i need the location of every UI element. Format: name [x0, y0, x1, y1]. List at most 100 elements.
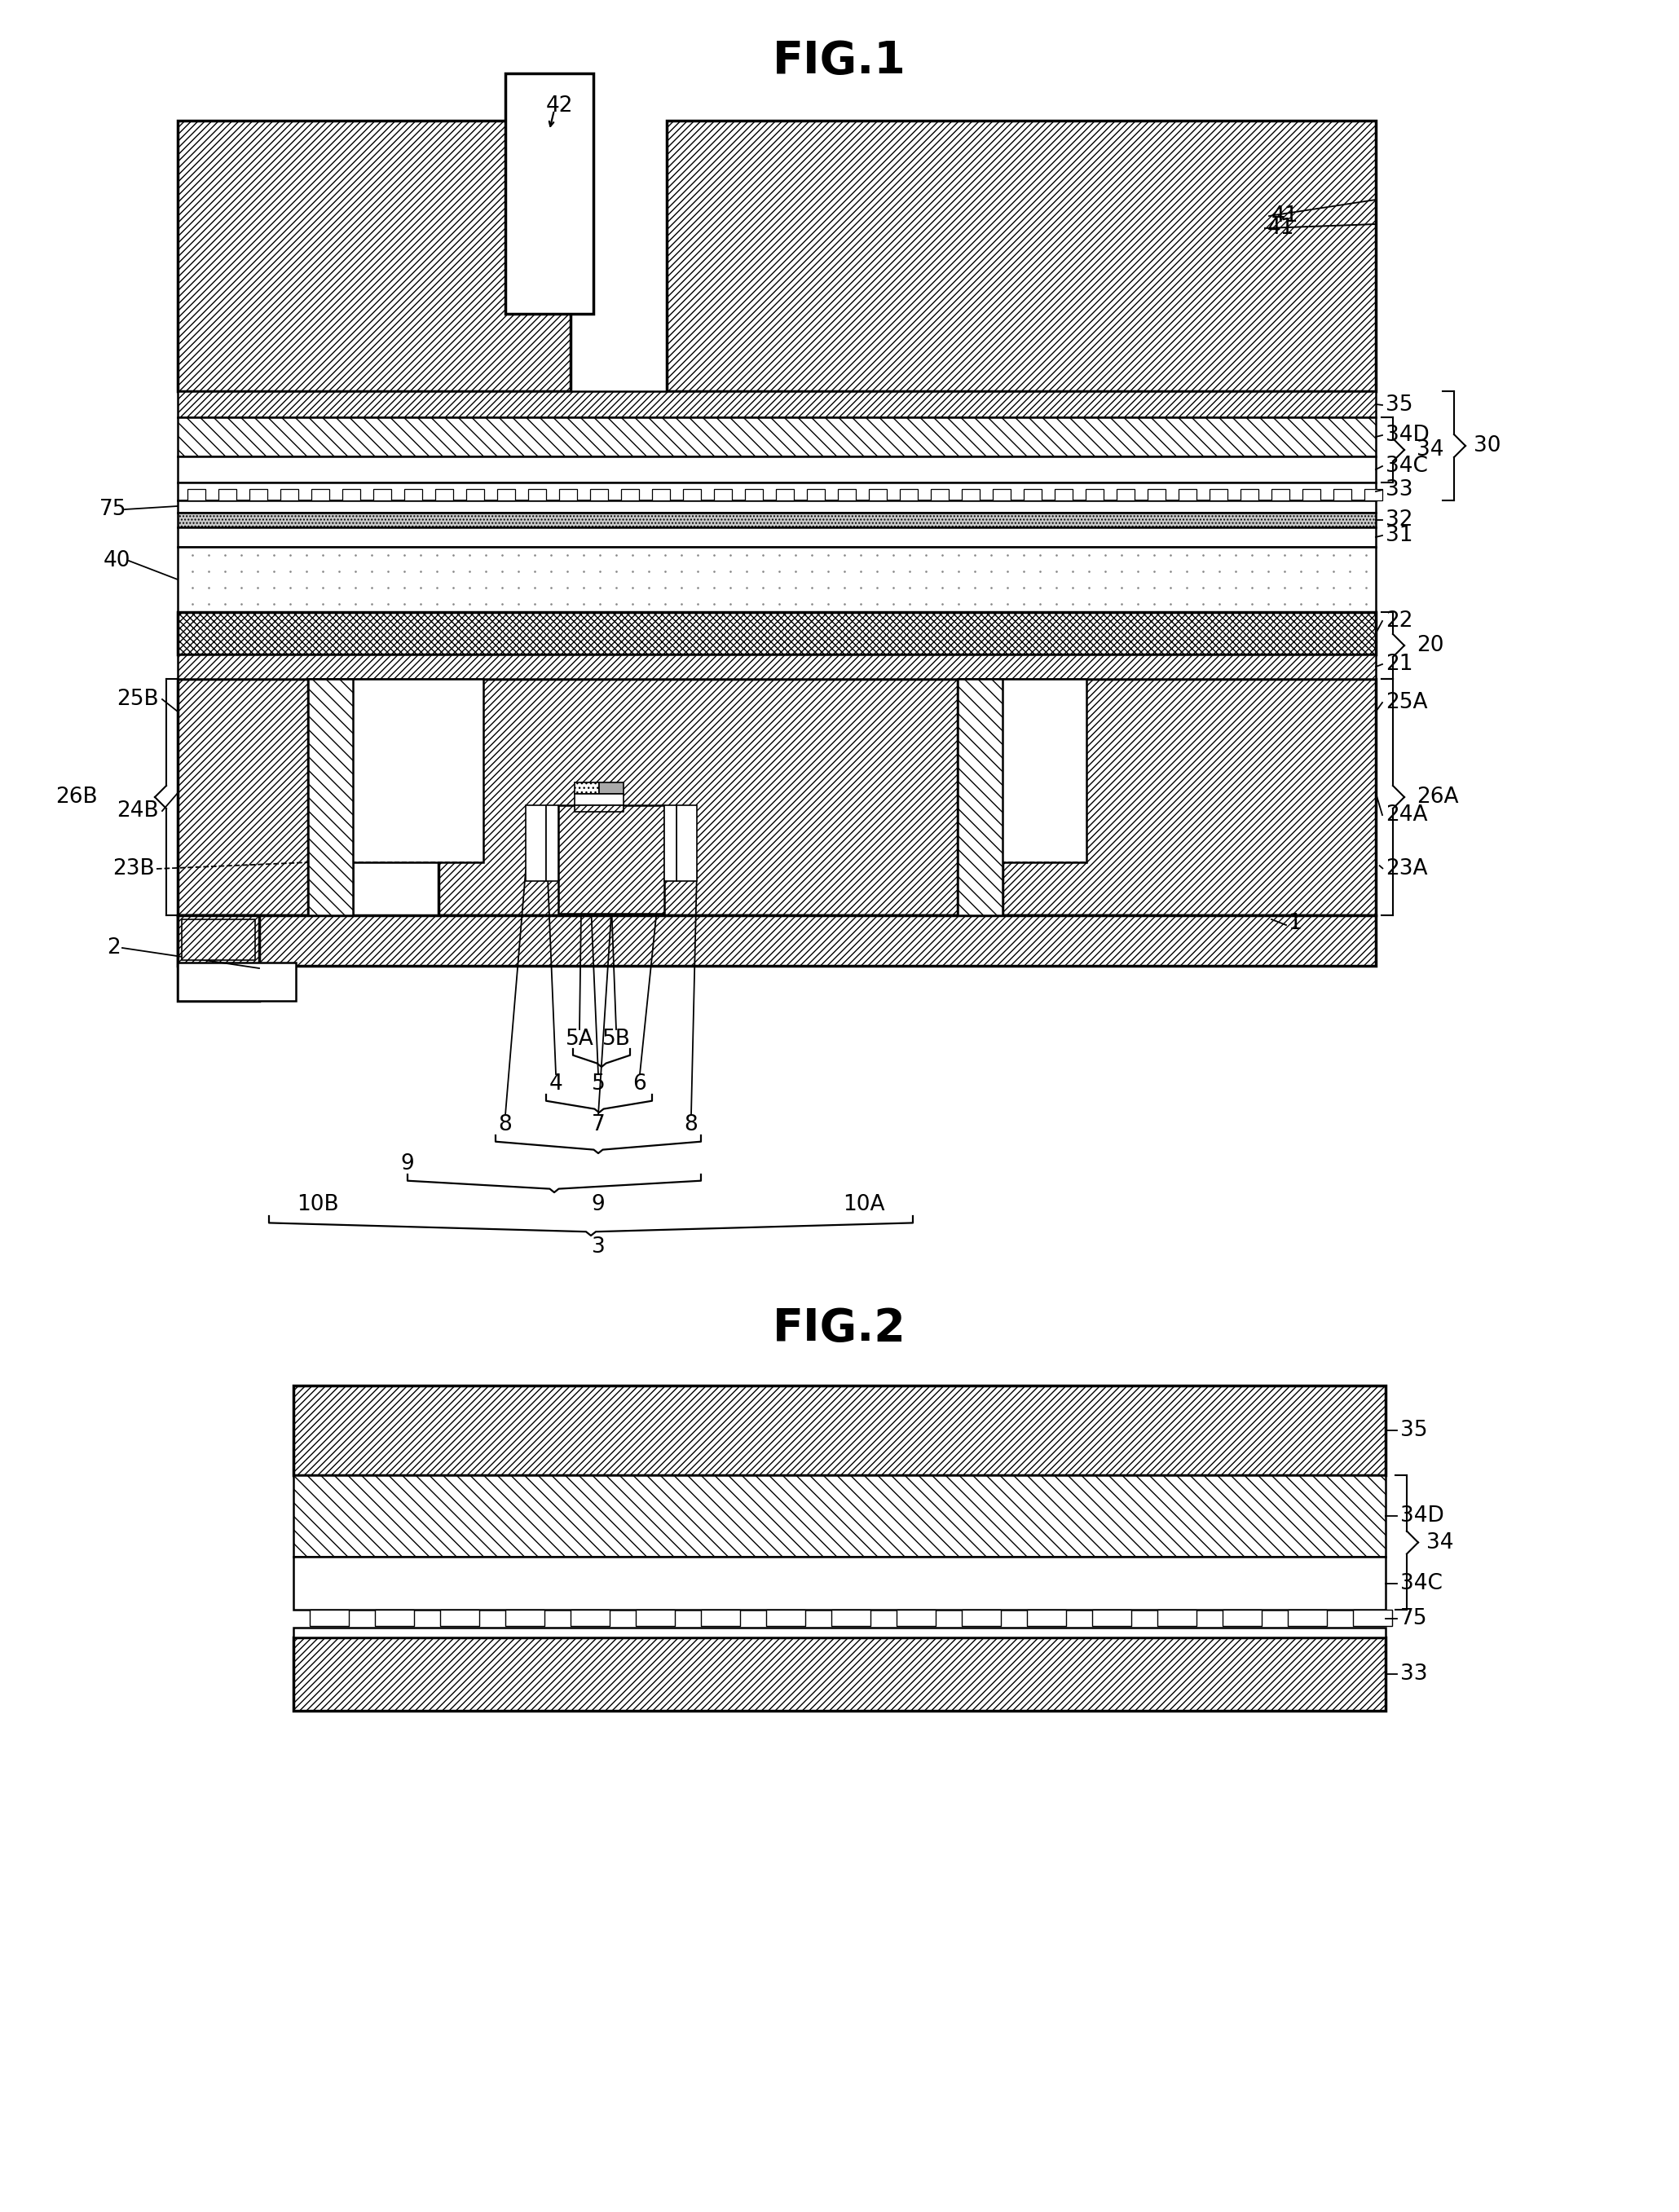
Bar: [962, 1610, 1001, 1626]
Bar: [838, 489, 856, 500]
Bar: [307, 679, 353, 916]
Text: 34D: 34D: [1400, 1506, 1444, 1526]
Bar: [665, 805, 677, 880]
Bar: [831, 1610, 870, 1626]
Text: 41: 41: [1271, 206, 1300, 226]
Text: 33: 33: [1400, 1663, 1427, 1686]
Bar: [435, 489, 453, 500]
Bar: [1222, 1610, 1261, 1626]
Text: 20: 20: [1417, 635, 1444, 657]
Bar: [178, 418, 1375, 456]
Bar: [178, 526, 1375, 546]
Bar: [178, 546, 1375, 613]
Text: FIG.2: FIG.2: [772, 1307, 907, 1352]
Text: 35: 35: [1400, 1420, 1427, 1440]
Text: 9: 9: [591, 1194, 604, 1214]
Text: 4: 4: [549, 1073, 562, 1095]
Text: 30: 30: [1474, 436, 1501, 456]
Text: 34: 34: [1427, 1533, 1454, 1553]
Bar: [1303, 489, 1320, 500]
Bar: [571, 1610, 609, 1626]
Bar: [1086, 489, 1103, 500]
Bar: [294, 1628, 1385, 1637]
Text: 1: 1: [1288, 914, 1301, 933]
Bar: [546, 805, 559, 880]
Bar: [294, 1385, 1385, 1475]
Bar: [808, 489, 824, 500]
Bar: [307, 679, 353, 916]
Bar: [667, 122, 1375, 392]
Bar: [1002, 679, 1375, 916]
Text: 9: 9: [401, 1152, 415, 1175]
Bar: [897, 1610, 935, 1626]
Bar: [1365, 489, 1382, 500]
Text: 23A: 23A: [1385, 858, 1427, 880]
Text: 5B: 5B: [603, 1029, 630, 1051]
Text: 24A: 24A: [1385, 805, 1427, 825]
Bar: [559, 489, 578, 500]
Text: 34C: 34C: [1385, 456, 1427, 478]
Bar: [589, 489, 608, 500]
Bar: [218, 489, 237, 500]
Text: 41: 41: [1268, 217, 1295, 239]
Text: 31: 31: [1385, 524, 1414, 546]
Bar: [188, 489, 205, 500]
Bar: [900, 489, 918, 500]
Bar: [677, 805, 697, 880]
Text: 6: 6: [633, 1073, 646, 1095]
Bar: [280, 489, 299, 500]
Bar: [178, 962, 296, 1000]
Bar: [1209, 489, 1227, 500]
Text: 22: 22: [1385, 611, 1414, 633]
Bar: [307, 679, 484, 863]
Bar: [559, 805, 665, 914]
Bar: [599, 783, 623, 794]
Text: 5A: 5A: [566, 1029, 594, 1051]
Bar: [178, 655, 1375, 679]
Bar: [957, 679, 1086, 863]
Bar: [1288, 1610, 1326, 1626]
Bar: [497, 489, 515, 500]
Text: 35: 35: [1385, 394, 1414, 416]
Bar: [745, 489, 762, 500]
Text: 26A: 26A: [1417, 787, 1459, 807]
Bar: [178, 456, 1375, 482]
Bar: [178, 500, 1375, 513]
Bar: [868, 489, 887, 500]
Bar: [181, 920, 255, 960]
Bar: [505, 73, 593, 314]
Text: FIG.1: FIG.1: [772, 40, 907, 84]
Bar: [405, 489, 421, 500]
Bar: [1054, 489, 1073, 500]
Bar: [178, 916, 259, 1000]
Bar: [636, 1610, 675, 1626]
Bar: [373, 489, 391, 500]
Bar: [574, 805, 623, 812]
Text: 40: 40: [102, 551, 131, 571]
Bar: [700, 1610, 740, 1626]
Bar: [992, 489, 1011, 500]
Bar: [467, 489, 484, 500]
Bar: [294, 1637, 1385, 1710]
Bar: [683, 489, 700, 500]
Bar: [309, 1610, 349, 1626]
Bar: [178, 513, 1375, 526]
Text: 33: 33: [1385, 480, 1414, 500]
Bar: [1024, 489, 1041, 500]
Text: 10A: 10A: [843, 1194, 885, 1214]
Bar: [957, 679, 1002, 916]
Bar: [574, 783, 599, 794]
Bar: [374, 1610, 415, 1626]
Bar: [438, 679, 957, 916]
Bar: [1028, 1610, 1066, 1626]
Text: 42: 42: [546, 95, 574, 117]
Text: 21: 21: [1385, 655, 1414, 675]
Bar: [178, 392, 1375, 418]
Text: 7: 7: [591, 1115, 604, 1135]
Bar: [250, 489, 267, 500]
Bar: [178, 916, 1375, 967]
Bar: [957, 679, 1002, 916]
Bar: [776, 489, 794, 500]
Text: 23B: 23B: [112, 858, 154, 880]
Text: 26B: 26B: [55, 787, 97, 807]
